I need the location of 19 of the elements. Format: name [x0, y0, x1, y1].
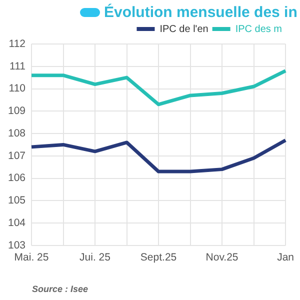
y-tick-label: 105 — [8, 194, 26, 207]
x-tick-label: Jui. 25 — [80, 252, 111, 264]
y-tick-label: 109 — [8, 105, 26, 118]
y-tick-label: 111 — [10, 60, 26, 72]
source-note: Source : Isee — [32, 284, 88, 294]
y-tick-label: 106 — [8, 172, 26, 184]
x-tick-label: Mai. 25 — [14, 252, 49, 264]
legend-label: IPC des m — [235, 24, 282, 35]
y-tick-label: 110 — [8, 82, 26, 95]
y-tick-label: 108 — [8, 127, 26, 140]
x-tick-label: Nov.25 — [206, 252, 238, 264]
y-tick-label: 103 — [8, 239, 26, 252]
y-tick-label: 107 — [8, 150, 26, 162]
x-tick-label: Sept.25 — [140, 252, 177, 264]
legend-label: IPC de l'en — [160, 24, 208, 35]
x-tick-label: Jan — [277, 252, 294, 264]
y-tick-label: 112 — [8, 38, 26, 50]
chart-title: Évolution mensuelle des in — [104, 4, 298, 21]
y-tick-label: 104 — [8, 216, 26, 229]
